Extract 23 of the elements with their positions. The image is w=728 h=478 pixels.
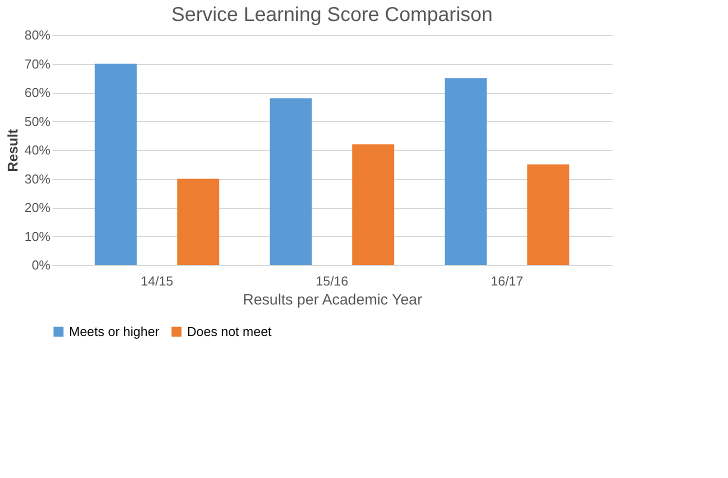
y-tick-label: 50% <box>24 114 51 129</box>
bar <box>444 78 487 265</box>
y-tick-label: 0% <box>32 258 51 272</box>
y-tick-label: 70% <box>24 56 51 72</box>
y-tick-label: 30% <box>24 171 51 186</box>
x-tick-label: 14/15 <box>140 274 174 288</box>
bar <box>527 164 570 265</box>
bar <box>270 98 312 265</box>
chart-title: Service Learning Score Comparison <box>171 4 493 26</box>
legend-label: Meets or higher <box>69 324 160 339</box>
y-tick-label: 80% <box>24 28 51 42</box>
legend-label: Does not meet <box>187 324 272 339</box>
bar <box>177 178 220 265</box>
y-tick-label: 40% <box>24 142 51 158</box>
y-axis-title: Result <box>4 128 20 172</box>
x-tick-label: 16/17 <box>490 274 524 288</box>
x-tick-label: 15/16 <box>316 274 348 288</box>
x-axis-title: Results per Academic Year <box>242 292 422 308</box>
y-tick-label: 20% <box>24 200 51 215</box>
y-tick-label: 60% <box>24 85 51 100</box>
bar <box>352 144 394 265</box>
bar <box>94 64 137 265</box>
y-tick-label: 10% <box>24 228 51 244</box>
